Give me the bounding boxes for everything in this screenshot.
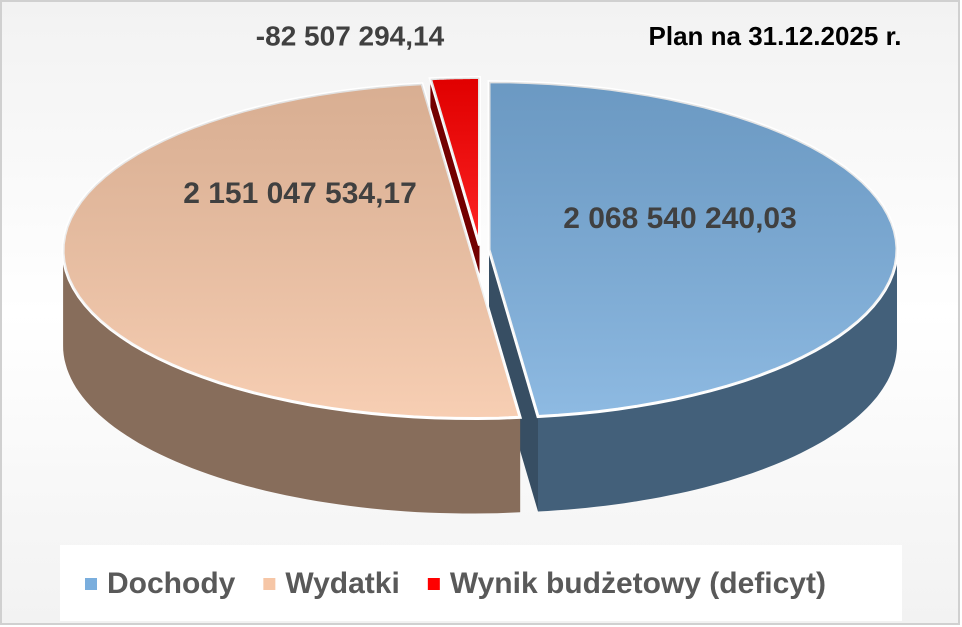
legend-box [60, 545, 902, 621]
chart-title: Plan na 31.12.2025 r. [649, 21, 902, 51]
labels: 2 068 540 240,03 2 151 047 534,17 -82 507 … [183, 20, 797, 235]
slice-side [63, 250, 521, 514]
slice-shade [430, 77, 480, 246]
legend-swatch [85, 578, 97, 590]
legend-label: Wydatki [285, 567, 399, 600]
pie [61, 76, 899, 514]
slice-side [538, 249, 897, 512]
data-label: 2 151 047 534,17 [183, 177, 417, 210]
data-label: -82 507 294,14 [256, 20, 445, 51]
slice-wall [489, 249, 538, 512]
slice-shade [63, 83, 521, 419]
legend: Dochody Wydatki Wynik budżetowy (deficyt) [85, 567, 826, 600]
legend-label: Dochody [107, 567, 236, 600]
legend-swatch [263, 578, 276, 590]
slice-shade [489, 81, 897, 417]
data-label: 2 068 540 240,03 [563, 202, 797, 235]
legend-swatch [427, 578, 440, 590]
legend-label: Wynik budżetowy (deficyt) [450, 567, 826, 600]
